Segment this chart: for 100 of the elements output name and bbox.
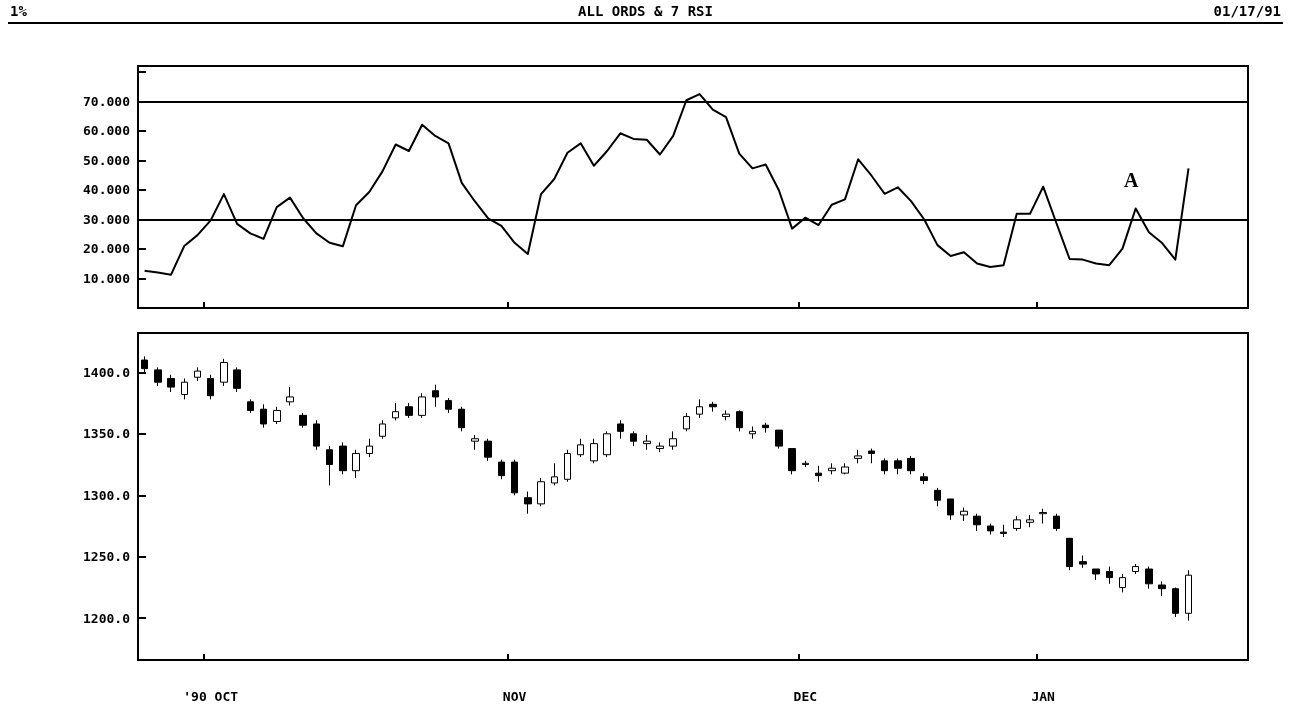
- candlestick: [577, 438, 584, 458]
- candlestick: [511, 459, 518, 496]
- y-tick-label: 50.000: [83, 152, 131, 168]
- y-tick-label: 60.000: [83, 123, 131, 139]
- candlestick: [339, 441, 347, 475]
- candlestick: [551, 462, 558, 486]
- candlestick: [233, 366, 241, 393]
- candlestick: [868, 448, 875, 464]
- annotation: A: [1124, 169, 1139, 191]
- text: 1%: [10, 3, 27, 19]
- text: 01/17/91: [1213, 3, 1281, 19]
- candlestick: [1106, 566, 1113, 585]
- candlestick: [1026, 514, 1034, 528]
- candlestick: [1000, 524, 1007, 538]
- candlestick: [418, 392, 426, 419]
- candlestick: [828, 462, 836, 475]
- candlestick: [352, 449, 360, 479]
- candlestick: [947, 498, 954, 521]
- y-tick-label: 1350.0: [83, 426, 131, 442]
- candlestick: [1039, 508, 1047, 525]
- y-tick-label: 20.000: [83, 241, 131, 257]
- x-tick-label: JAN: [1031, 689, 1056, 704]
- candlestick: [1053, 513, 1060, 532]
- candlestick: [154, 366, 162, 387]
- candlestick: [973, 513, 981, 532]
- candlestick: [326, 445, 333, 486]
- candlestick: [366, 438, 373, 458]
- candlestick: [775, 429, 783, 450]
- y-tick-label: 1400.0: [83, 364, 131, 380]
- candlestick: [1066, 537, 1073, 571]
- candlestick: [273, 406, 281, 425]
- candlestick: [299, 412, 307, 429]
- candlestick: [987, 523, 994, 536]
- candlestick: [432, 384, 439, 408]
- candlestick: [854, 449, 862, 464]
- candlestick: [260, 403, 267, 429]
- candlestick: [445, 397, 452, 414]
- candlestick: [762, 422, 769, 434]
- candlestick: [484, 438, 492, 462]
- candlestick: [1092, 568, 1100, 581]
- candlestick: [498, 459, 505, 480]
- candlestick: [683, 412, 690, 432]
- candlestick: [802, 460, 809, 468]
- candlestick: [247, 398, 254, 414]
- candlestick: [537, 477, 545, 507]
- y-tick-label: 10.000: [83, 270, 131, 286]
- candlestick: [220, 358, 228, 387]
- candlestick: [749, 425, 756, 440]
- candlestick: [564, 449, 571, 483]
- candlestick: [181, 377, 188, 400]
- candlestick: [194, 366, 201, 382]
- candlestick: [656, 441, 664, 453]
- candlestick: [696, 398, 703, 419]
- candlestick: [1119, 573, 1126, 593]
- candlestick: [815, 465, 822, 483]
- candlestick: [590, 438, 598, 464]
- candlestick: [1185, 569, 1192, 622]
- y-tick-label: 1300.0: [83, 487, 131, 503]
- candlestick: [1172, 586, 1179, 618]
- candlestick: [934, 487, 941, 507]
- candlestick: [630, 430, 637, 447]
- candlestick: [920, 472, 928, 485]
- candlestick: [881, 457, 888, 475]
- candlestick: [736, 409, 743, 432]
- candlestick: [207, 374, 214, 400]
- candlestick: [405, 402, 413, 419]
- x-tick-label: DEC: [793, 689, 818, 704]
- candlestick: [313, 419, 320, 451]
- candlestick: [907, 455, 915, 475]
- candlestick: [1145, 566, 1153, 590]
- candlestick: [894, 457, 902, 475]
- candlestick: [392, 402, 399, 421]
- candlestick: [603, 430, 611, 458]
- y-tick-label: 30.000: [83, 211, 131, 227]
- x-tick-label: '90 OCT: [183, 689, 239, 704]
- candlestick: [471, 434, 479, 451]
- candlestick: [841, 462, 849, 475]
- candlestick: [643, 434, 651, 451]
- candlestick: [617, 419, 624, 440]
- candlestick: [788, 448, 796, 475]
- candlestick: [141, 355, 148, 373]
- candlestick: [458, 406, 465, 432]
- candlestick: [669, 430, 677, 451]
- chart-title: ALL ORDS & 7 RSI: [578, 3, 713, 19]
- candlestick: [709, 401, 717, 413]
- candlestick: [286, 386, 294, 407]
- candlestick: [1158, 580, 1166, 597]
- y-tick-label: 1200.0: [83, 610, 131, 626]
- y-tick-label: 70.000: [83, 93, 131, 109]
- candlestick: [722, 409, 730, 421]
- candlestick: [1013, 515, 1021, 532]
- candlestick: [1132, 563, 1139, 575]
- candlestick: [167, 374, 175, 393]
- candlestick: [524, 491, 532, 515]
- candlestick: [960, 507, 968, 522]
- candlestick: [379, 419, 386, 440]
- x-tick-label: NOV: [502, 689, 527, 704]
- y-tick-label: 1250.0: [83, 549, 131, 565]
- candlestick: [1079, 555, 1087, 569]
- y-tick-label: 40.000: [83, 182, 131, 198]
